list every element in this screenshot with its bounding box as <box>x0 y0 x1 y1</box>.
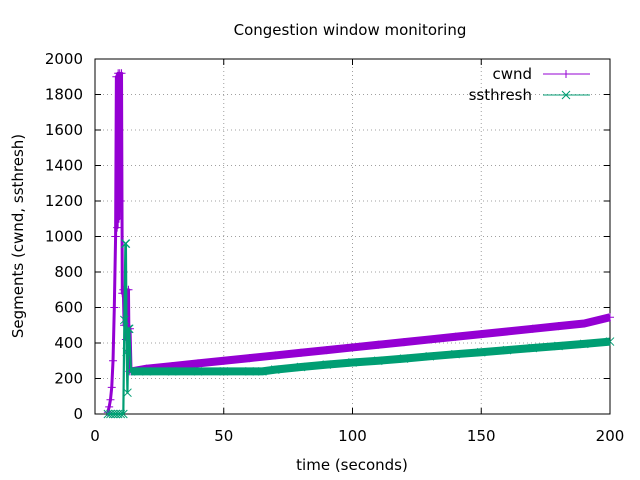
ssthresh-point <box>373 356 383 366</box>
y-tick-label: 400 <box>54 334 83 352</box>
ssthresh-point <box>451 349 460 359</box>
cwnd-point <box>297 348 305 357</box>
y-tick-label: 800 <box>54 263 83 281</box>
ssthresh-point <box>193 367 203 376</box>
ssthresh-point <box>605 337 615 346</box>
legend-label-cwnd: cwnd <box>492 65 532 83</box>
ssthresh-point <box>245 367 254 376</box>
ssthresh-point <box>142 367 151 376</box>
legend-marker-ssthresh <box>561 90 571 100</box>
ssthresh-point <box>116 409 126 419</box>
cwnd-point <box>554 322 563 331</box>
y-tick-label: 1000 <box>45 228 83 246</box>
y-axis-label: Segments (cwnd, ssthresh) <box>9 134 27 338</box>
cwnd-point <box>400 338 408 347</box>
cwnd-point <box>109 356 118 365</box>
cwnd-point <box>219 356 228 365</box>
cwnd-point <box>105 402 114 411</box>
cwnd-point <box>110 303 119 312</box>
ssthresh-point <box>476 347 486 357</box>
y-tick-label: 2000 <box>45 50 83 68</box>
x-tick-label: 150 <box>467 427 496 445</box>
y-tick-label: 600 <box>54 299 83 317</box>
cwnd-point <box>477 330 486 339</box>
y-tick-label: 1200 <box>45 192 83 210</box>
cwnd-point <box>451 332 460 341</box>
x-tick-label: 100 <box>338 427 367 445</box>
legend: cwnd ssthresh <box>469 65 590 104</box>
ssthresh-point <box>219 367 229 376</box>
ssthresh-point <box>296 362 306 372</box>
cwnd-point <box>194 359 202 368</box>
cwnd-point <box>606 313 614 322</box>
cwnd-point <box>322 346 331 355</box>
x-tick-label: 50 <box>214 427 233 445</box>
ssthresh-point <box>258 367 267 376</box>
y-tick-label: 1600 <box>45 121 83 139</box>
ssthresh-point <box>123 388 132 398</box>
ssthresh-point <box>579 339 589 349</box>
ssthresh-point <box>126 367 136 376</box>
x-tick-label: 200 <box>596 427 625 445</box>
y-tick-label: 1800 <box>45 86 83 104</box>
ssthresh-point <box>122 347 132 357</box>
ssthresh-point <box>348 358 357 367</box>
x-tick-label: 0 <box>90 427 100 445</box>
cwnd-point <box>503 327 511 336</box>
ssthresh-point <box>270 365 280 374</box>
y-tick-label: 0 <box>73 405 83 423</box>
ssthresh-point <box>121 239 131 248</box>
cwnd-point <box>107 383 116 392</box>
cwnd-point <box>374 340 383 349</box>
ssthresh-point <box>118 409 128 419</box>
cwnd-point <box>116 197 125 205</box>
cwnd-point <box>271 351 280 360</box>
ssthresh-point <box>124 324 134 334</box>
x-axis-label: time (seconds) <box>296 456 408 474</box>
cwnd-point <box>113 223 122 232</box>
ssthresh-point <box>322 360 332 370</box>
ssthresh-point <box>554 341 563 351</box>
ssthresh-point <box>167 367 177 376</box>
cwnd-point <box>117 69 126 78</box>
series-ssthresh <box>103 239 615 419</box>
ssthresh-point <box>425 351 435 361</box>
ssthresh-point <box>528 343 538 353</box>
y-tick-label: 1400 <box>45 157 83 175</box>
cwnd-point <box>528 324 537 333</box>
y-tick-label: 200 <box>54 370 83 388</box>
x-tick-labels: 0 50 100 150 200 <box>90 427 624 445</box>
ssthresh-point <box>502 345 512 355</box>
cwnd-point <box>112 72 121 81</box>
cwnd-point <box>245 354 254 363</box>
cwnd-point <box>348 343 357 352</box>
legend-marker-cwnd <box>562 70 570 78</box>
ssthresh-point <box>120 315 129 325</box>
cwnd-band <box>130 313 611 376</box>
cwnd-point <box>114 214 123 223</box>
cwnd-point <box>106 395 115 404</box>
cwnd-point <box>580 319 589 328</box>
chart-title: Congestion window monitoring <box>234 21 467 39</box>
cwnd-point <box>425 335 434 344</box>
legend-label-ssthresh: ssthresh <box>469 86 532 104</box>
ssthresh-point <box>124 324 133 334</box>
ssthresh-point <box>399 354 409 363</box>
y-tick-labels: 0 200 400 600 800 1000 1200 1400 1600 1800 2000 <box>45 50 83 423</box>
tick-marks <box>94 58 611 415</box>
cwnd-point <box>111 232 120 241</box>
series-layer <box>103 69 615 419</box>
cwnd-point <box>103 408 112 417</box>
